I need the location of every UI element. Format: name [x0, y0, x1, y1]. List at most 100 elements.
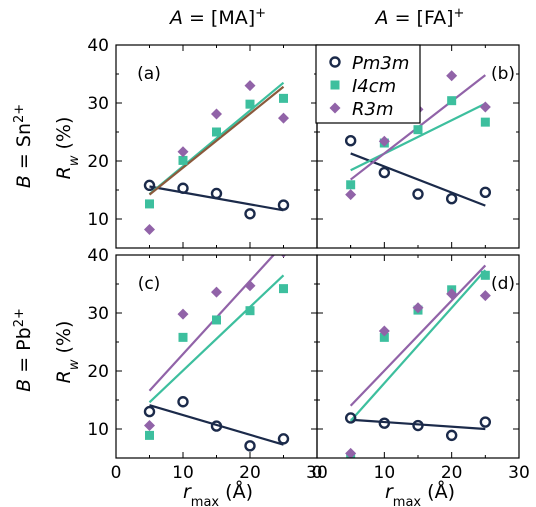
- panel-label: (b): [491, 64, 515, 84]
- panels-layer: 10 20 30 40 (a) (b) 10 20 30 40 0 10 20 30 (c) 0 10 20 30 (…: [87, 36, 530, 483]
- fit-line-r3m: [148, 85, 285, 196]
- fit-line-i4cm: [350, 102, 486, 172]
- marker-pm3m: [479, 186, 492, 199]
- marker-i4cm: [279, 93, 288, 103]
- marker-pm3m: [479, 416, 492, 428]
- marker-pm3m: [210, 187, 223, 200]
- fit-line-r3m: [349, 264, 487, 407]
- legend-label: R3m: [352, 99, 394, 120]
- marker-pm3m: [177, 182, 189, 194]
- marker-i4cm: [279, 284, 288, 294]
- y-tick-label: 30: [87, 94, 109, 114]
- marker-i4cm: [145, 430, 154, 440]
- y-tick-label: 20: [87, 362, 109, 382]
- marker-r3m: [446, 288, 458, 300]
- marker-i4cm: [379, 332, 389, 342]
- marker-r3m: [177, 308, 189, 320]
- legend-item-i4cm: I4cm: [330, 76, 396, 97]
- marker-i4cm: [413, 125, 423, 135]
- column-header-fa: A = [FA]+: [374, 6, 465, 30]
- marker-i4cm: [145, 199, 154, 209]
- panel-label: (a): [137, 64, 161, 84]
- labels-layer: A = [MA]+ A = [FA]+ B = Sn2+ B = Pb2+ Rw…: [12, 6, 465, 507]
- marker-r3m: [144, 223, 155, 235]
- marker-r3m: [211, 286, 222, 298]
- x-tick-label: 30: [306, 463, 328, 483]
- marker-pm3m: [445, 192, 458, 205]
- marker-pm3m: [244, 208, 256, 220]
- row-header-sn: B = Sn2+: [12, 104, 36, 188]
- marker-i4cm: [480, 117, 490, 127]
- marker-r3m: [479, 290, 491, 302]
- fit-lines: [148, 255, 285, 446]
- marker-pm3m: [244, 440, 256, 452]
- marker-i4cm: [447, 96, 457, 106]
- fit-line-i4cm: [148, 274, 285, 404]
- data-points: [143, 80, 290, 235]
- marker-i4cm: [212, 127, 221, 137]
- legend-label: Pm3m: [352, 53, 409, 74]
- panel-c: 10 20 30 40 0 10 20 30 (c): [87, 246, 351, 483]
- marker-i4cm: [480, 270, 490, 280]
- y-tick-label: 20: [87, 152, 109, 172]
- y-axis-label-top: Rw (%): [53, 117, 82, 180]
- x-tick-label: 0: [111, 463, 122, 483]
- marker-pm3m: [445, 429, 458, 442]
- marker-r3m: [378, 325, 390, 337]
- x-axis-label-left: rmax (Å): [183, 480, 253, 507]
- fit-line-i4cm: [349, 269, 487, 422]
- panel-a: 10 20 30 40 (a): [87, 36, 351, 249]
- x-axis-label-right: rmax (Å): [385, 480, 455, 507]
- y-tick-label: 10: [87, 210, 109, 230]
- marker-pm3m: [378, 166, 391, 179]
- x-tick-label: 20: [239, 463, 261, 483]
- marker-pm3m: [210, 420, 223, 432]
- fit-line-pm3m: [149, 404, 284, 446]
- marker-pm3m: [412, 419, 424, 432]
- marker-pm3m: [277, 199, 290, 211]
- y-tick-label: 40: [87, 36, 109, 56]
- marker-pm3m: [143, 179, 156, 192]
- x-tick-label: 10: [374, 463, 396, 483]
- marker-r3m: [345, 189, 357, 201]
- data-points: [344, 270, 492, 458]
- fit-lines: [148, 81, 285, 212]
- y-tick-label: 40: [87, 246, 109, 266]
- marker-i4cm: [330, 80, 340, 90]
- marker-i4cm: [346, 180, 356, 190]
- marker-pm3m: [378, 417, 391, 429]
- marker-i4cm: [212, 315, 221, 325]
- legend-item-pm3m: Pm3m: [329, 53, 409, 74]
- panel-label: (c): [138, 274, 161, 294]
- marker-pm3m: [277, 433, 290, 445]
- marker-i4cm: [245, 306, 255, 316]
- panel-d: 0 10 20 30 (d): [312, 254, 530, 483]
- x-tick-label: 10: [172, 463, 194, 483]
- legend-item-r3m: R3m: [329, 99, 394, 120]
- marker-pm3m: [329, 56, 341, 68]
- marker-r3m: [244, 80, 256, 92]
- x-tick-label: 20: [441, 463, 463, 483]
- marker-r3m: [329, 102, 341, 114]
- data-points: [143, 255, 290, 452]
- marker-r3m: [244, 280, 256, 292]
- y-tick-label: 30: [87, 304, 109, 324]
- fit-lines: [349, 264, 487, 431]
- fit-line-pm3m: [350, 418, 486, 431]
- marker-r3m: [177, 146, 189, 158]
- row-header-pb: B = Pb2+: [12, 308, 36, 392]
- panel-label: (d): [491, 274, 515, 294]
- y-tick-label: 10: [87, 420, 109, 440]
- panel-frame: [316, 254, 520, 459]
- marker-r3m: [278, 112, 289, 124]
- marker-r3m: [345, 447, 357, 458]
- x-tick-label: 0: [312, 463, 323, 483]
- x-tick-label: 30: [508, 463, 530, 483]
- marker-i4cm: [178, 332, 188, 342]
- marker-pm3m: [412, 188, 424, 200]
- marker-r3m: [211, 108, 222, 120]
- legend-label: I4cm: [352, 76, 396, 97]
- marker-pm3m: [177, 396, 189, 408]
